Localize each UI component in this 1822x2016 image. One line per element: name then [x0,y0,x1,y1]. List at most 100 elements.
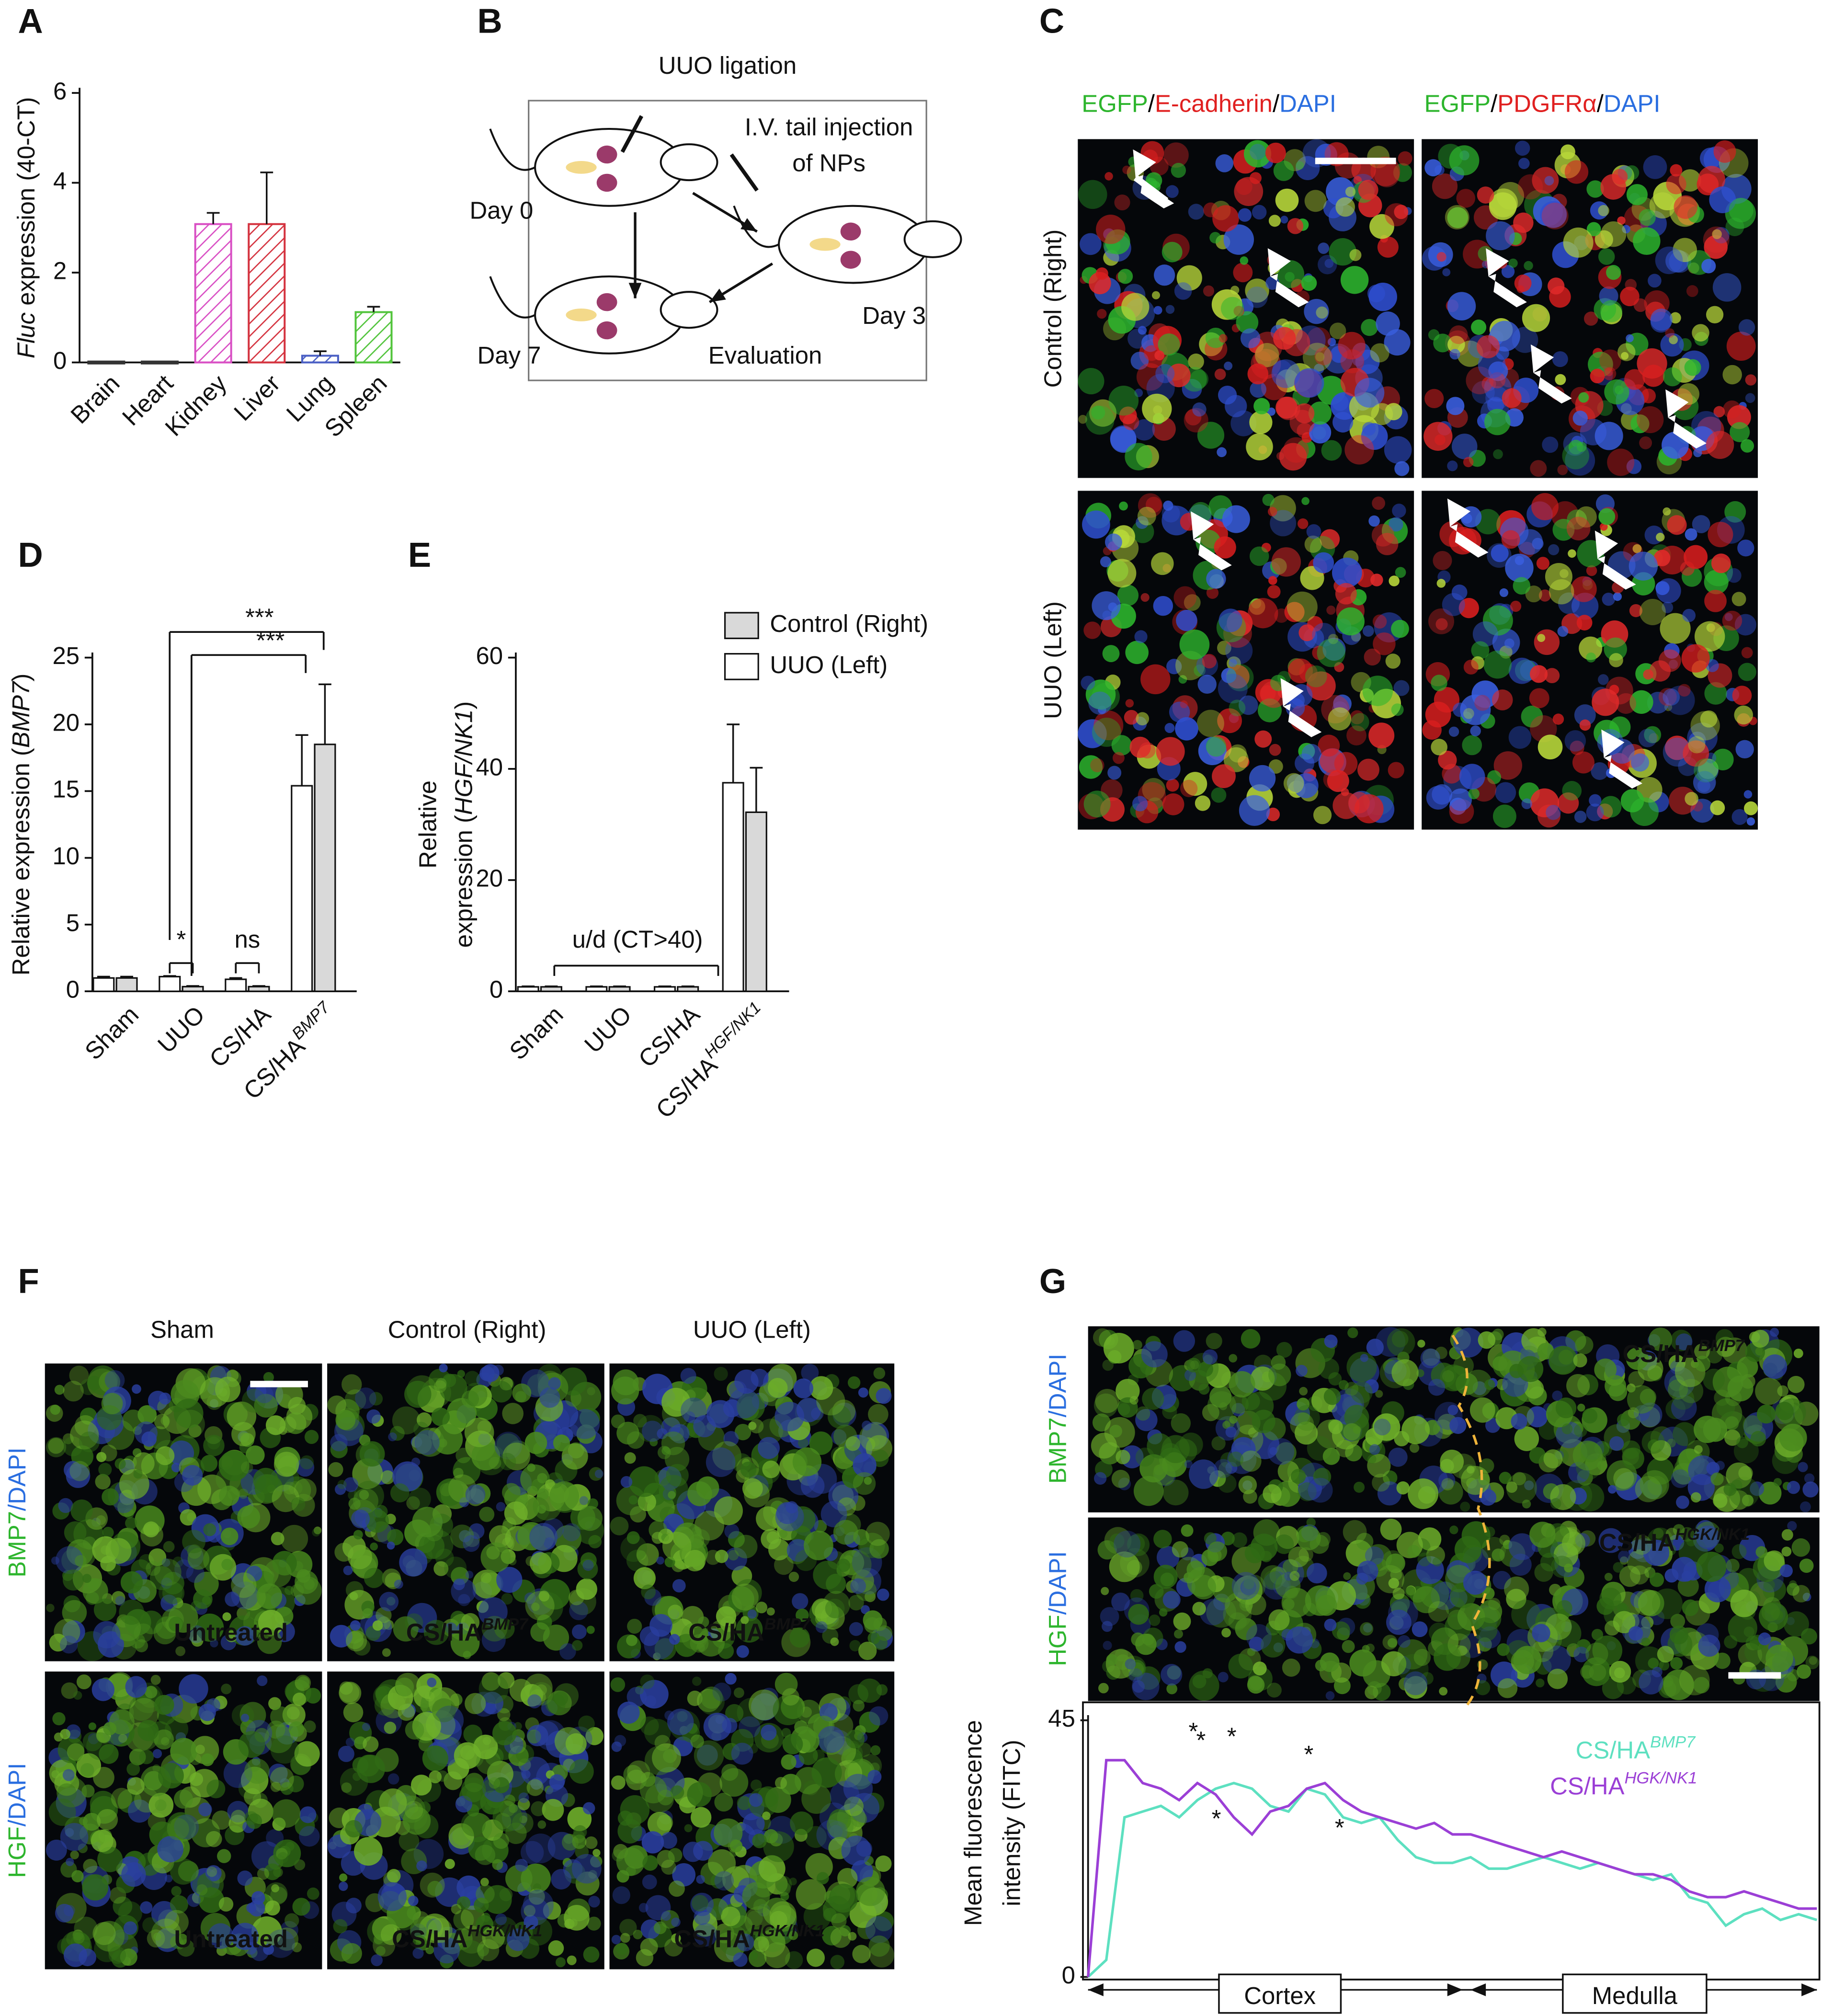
cell [1713,273,1742,302]
cell [285,1842,295,1851]
cell [1492,689,1513,710]
cell [1478,1331,1496,1349]
cell [551,1869,571,1890]
cell [1682,1600,1699,1616]
cell [613,1886,630,1904]
x-tick-label: CS/HAHGF/NK1 [648,998,773,1123]
cell [1100,556,1111,567]
cell [1229,1371,1255,1397]
cell [668,1604,683,1619]
cell [1643,669,1653,679]
cell [1180,780,1197,797]
cell [420,1873,445,1898]
cell [1426,786,1450,810]
x-tick-label-part: UUO [152,1001,210,1058]
x-tick-label: Sham [504,1001,569,1065]
cell [762,1811,771,1820]
cell [1341,266,1368,294]
cell [1092,718,1121,747]
cell [578,1716,595,1732]
cell [422,1745,448,1771]
cell [1363,625,1374,637]
cell [1153,1463,1175,1485]
cell [1368,722,1394,748]
cell [82,1574,91,1583]
cell [1502,388,1522,408]
error-bar [750,768,763,813]
cell [1096,215,1125,244]
cell [1389,1578,1399,1588]
cell [793,1447,821,1476]
cell [1328,1372,1342,1386]
cell [1481,1537,1506,1561]
panel-letter: E [408,536,431,574]
cell [140,1901,152,1913]
cell [1630,1565,1649,1584]
cell [299,1826,319,1846]
cell [1358,180,1378,200]
cell [1090,758,1105,772]
cell [515,1859,528,1872]
cell [1250,547,1269,566]
cell [312,1528,320,1536]
cell [1249,411,1272,434]
cell [1685,792,1698,806]
cell [158,1763,184,1788]
cell [118,1734,127,1743]
cell [1470,725,1480,736]
cell [1704,590,1727,612]
cell [549,1481,579,1511]
cell [1537,557,1549,570]
cell [1787,1481,1800,1494]
cell [672,1579,686,1592]
cell [1103,645,1120,662]
cell [499,1453,516,1470]
cell [1401,1416,1430,1444]
cell [346,1630,367,1651]
image-label-part: CS/HA [674,1925,750,1953]
cell [1714,1652,1731,1669]
cell [1198,1384,1209,1395]
column-header-part: EGFP [1424,90,1491,117]
cell [781,1754,797,1770]
cell [829,1884,858,1913]
cell [1389,1448,1408,1467]
cell [1136,1407,1150,1421]
cell [1267,1683,1282,1697]
cell [1452,434,1478,459]
arrowhead [1088,1983,1104,1996]
cell [548,1377,561,1390]
cell [662,1532,692,1561]
cell [1229,699,1246,716]
cell [519,1792,529,1803]
diagram-label: Day 7 [478,342,541,369]
cell [1763,1354,1787,1379]
cell [1301,497,1310,505]
cell [465,1693,486,1714]
cell [1628,1407,1639,1418]
cell [1280,216,1288,223]
diagram-label: Evaluation [708,342,822,369]
cell [337,1480,346,1489]
y-tick-label: 2 [53,257,67,284]
cell [1323,1448,1340,1465]
cell [167,1818,189,1840]
significance: ns [234,926,260,953]
cell [1125,641,1149,664]
cell [1252,205,1266,219]
bar [93,978,114,991]
cell [1642,1431,1665,1454]
cell [1428,1601,1449,1622]
cell [1799,1558,1814,1573]
cell [1693,448,1702,457]
cell [287,1707,300,1719]
image-label-part: Untreated [174,1619,287,1646]
cell [292,1898,310,1915]
cell [348,1545,372,1569]
panel-letter: D [18,536,43,574]
cell [587,1387,595,1395]
cell [783,1734,803,1754]
cell [1166,185,1179,198]
cell [1642,365,1664,387]
cell [1382,1550,1404,1573]
